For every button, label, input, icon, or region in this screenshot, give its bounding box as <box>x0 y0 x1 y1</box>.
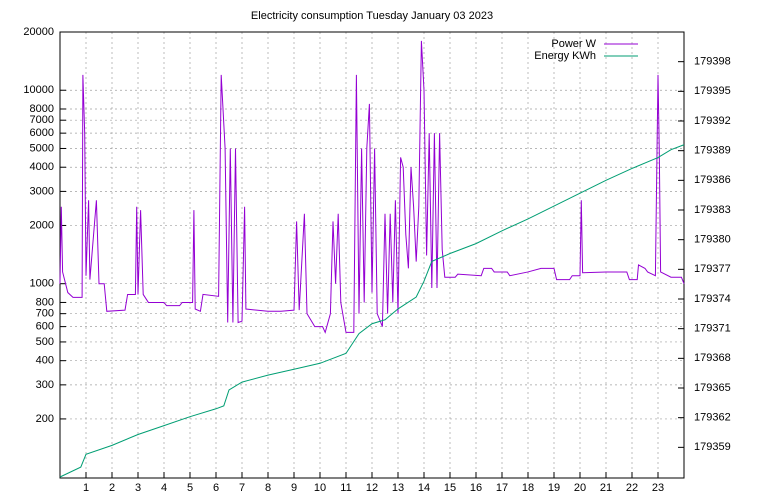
y2-tick-label: 179368 <box>694 352 731 364</box>
y2-tick-label: 179365 <box>694 382 731 394</box>
y2-tick-label: 179392 <box>694 115 731 127</box>
y-tick-label: 20000 <box>23 26 54 38</box>
y2-tick-label: 179386 <box>694 174 731 186</box>
series-line <box>59 144 685 478</box>
x-tick-label: 1 <box>83 482 89 494</box>
x-tick-label: 17 <box>496 482 508 494</box>
y-tick-label: 400 <box>36 355 54 367</box>
x-tick-label: 5 <box>187 482 193 494</box>
y-tick-label: 700 <box>36 308 54 320</box>
x-tick-label: 10 <box>314 482 326 494</box>
y-tick-label: 800 <box>36 296 54 308</box>
y-tick-label: 300 <box>36 379 54 391</box>
y-tick-label: 7000 <box>30 114 54 126</box>
y2-tick-label: 179398 <box>694 56 731 68</box>
x-tick-label: 13 <box>392 482 404 494</box>
legend-label: Power W <box>551 38 596 50</box>
y2-tick-label: 179371 <box>694 323 731 335</box>
x-tick-label: 12 <box>366 482 378 494</box>
y2-tick-label: 179377 <box>694 263 731 275</box>
x-tick-label: 6 <box>213 482 219 494</box>
x-tick-label: 8 <box>265 482 271 494</box>
x-tick-label: 7 <box>239 482 245 494</box>
y2-tick-label: 179380 <box>694 234 731 246</box>
y2-tick-label: 179389 <box>694 145 731 157</box>
x-tick-label: 16 <box>470 482 482 494</box>
chart-title: Electricity consumption Tuesday January … <box>251 10 493 22</box>
x-tick-label: 14 <box>418 482 430 494</box>
y-tick-label: 1000 <box>30 278 54 290</box>
y2-tick-label: 179395 <box>694 85 731 97</box>
x-tick-label: 19 <box>548 482 560 494</box>
y-tick-label: 2000 <box>30 219 54 231</box>
y2-tick-label: 179362 <box>694 412 731 424</box>
y-tick-label: 10000 <box>23 84 54 96</box>
y-tick-label: 6000 <box>30 127 54 139</box>
x-tick-label: 3 <box>135 482 141 494</box>
x-tick-label: 4 <box>161 482 167 494</box>
series-line <box>59 40 685 334</box>
y-tick-label: 500 <box>36 336 54 348</box>
x-tick-label: 15 <box>444 482 456 494</box>
x-tick-label: 18 <box>522 482 534 494</box>
y-tick-label: 5000 <box>30 142 54 154</box>
x-tick-label: 11 <box>340 482 351 494</box>
y-tick-label: 600 <box>36 321 54 333</box>
y2-tick-label: 179359 <box>694 441 731 453</box>
x-tick-label: 9 <box>291 482 297 494</box>
y2-tick-label: 179374 <box>694 293 731 305</box>
y2-tick-label: 179383 <box>694 204 731 216</box>
x-tick-label: 2 <box>109 482 115 494</box>
x-tick-label: 22 <box>626 482 638 494</box>
legend-label: Energy KWh <box>534 50 596 62</box>
y-tick-label: 4000 <box>30 161 54 173</box>
y-tick-label: 8000 <box>30 103 54 115</box>
x-tick-label: 23 <box>652 482 664 494</box>
x-tick-label: 21 <box>600 482 612 494</box>
y-tick-label: 3000 <box>30 185 54 197</box>
y-tick-label: 200 <box>36 413 54 425</box>
x-tick-label: 20 <box>574 482 586 494</box>
